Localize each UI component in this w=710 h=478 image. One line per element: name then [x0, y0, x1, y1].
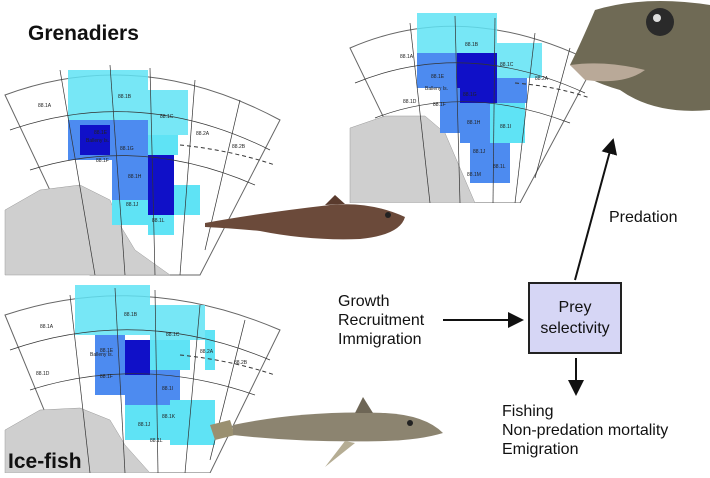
box-line-selectivity: selectivity: [540, 320, 610, 337]
map2-area-88-2b: 88.2B: [234, 360, 248, 366]
map1-area-88-1f: 88.1F: [96, 158, 109, 164]
map3-area-88-1g: 88.1G: [463, 92, 477, 98]
map2-place-balleny: Balleny Is.: [90, 352, 113, 358]
map3-area-88-1c: 88.1C: [500, 62, 514, 68]
map3-place-balleny: Balleny Is.: [425, 86, 448, 92]
map1-area-88-1j: 88.1J: [126, 202, 139, 208]
map3-area-88-2a: 88.2A: [535, 76, 549, 82]
map2-area-88-1i: 88.1I: [162, 386, 173, 392]
output-emigration: Emigration: [502, 441, 579, 458]
map2-area-88-1d: 88.1D: [36, 371, 50, 377]
map2-area-88-1j: 88.1J: [138, 422, 151, 428]
outputs-text-block: Fishing Non-predation mortality Emigrati…: [502, 402, 668, 459]
label-icefish: Ice-fish: [8, 450, 82, 473]
icefish-cells: [75, 285, 215, 445]
map-grenadiers: 88.1A 88.1B 88.1C 88.2A 88.2B 88.1E 88.1…: [0, 50, 290, 280]
map1-area-88-1c: 88.1C: [160, 114, 174, 120]
map2-area-88-1f: 88.1F: [100, 374, 113, 380]
map1-area-88-1h: 88.1H: [128, 174, 142, 180]
map3-area-88-1e: 88.1E: [431, 74, 445, 80]
map1-area-88-2b: 88.2B: [232, 144, 246, 150]
map3-area-88-1j: 88.1J: [473, 149, 486, 155]
map2-area-88-2a: 88.2A: [200, 349, 214, 355]
output-fishing: Fishing: [502, 403, 554, 420]
map3-area-88-1d: 88.1D: [403, 99, 417, 105]
grenadiers-cells: [68, 70, 200, 235]
predator-fish-image: [570, 1, 710, 111]
map1-area-88-1e: 88.1E: [94, 130, 108, 136]
icefish-image: [210, 397, 443, 467]
map-grenadiers-svg: 88.1A 88.1B 88.1C 88.2A 88.2B 88.1E 88.1…: [4, 64, 281, 276]
map2-area-88-1k: 88.1K: [162, 414, 176, 420]
input-immigration: Immigration: [338, 331, 422, 348]
grenadier-fish-image: [205, 195, 405, 240]
map-predator: 88.1A 88.1B 88.1C 88.2A 88.1D 88.1E 88.1…: [345, 8, 605, 204]
map-predator-svg: 88.1A 88.1B 88.1C 88.2A 88.1D 88.1E 88.1…: [349, 13, 596, 204]
map3-area-88-1i: 88.1I: [500, 124, 511, 130]
inputs-text-block: Growth Recruitment Immigration: [338, 292, 424, 349]
map3-area-88-1h: 88.1H: [467, 120, 481, 126]
map2-area-88-1l: 88.1L: [150, 438, 163, 444]
map1-area-88-1l: 88.1L: [152, 218, 165, 224]
map3-area-88-1b: 88.1B: [465, 42, 479, 48]
map1-area-88-1g: 88.1G: [120, 146, 134, 152]
predation-label: Predation: [609, 209, 678, 226]
input-recruitment: Recruitment: [338, 312, 425, 329]
map1-area-88-2a: 88.2A: [196, 131, 210, 137]
map3-area-88-1m: 88.1M: [467, 172, 481, 178]
label-grenadiers: Grenadiers: [28, 22, 139, 45]
prey-selectivity-box: Prey selectivity: [528, 282, 622, 354]
map2-area-88-1a: 88.1A: [40, 324, 54, 330]
map3-area-88-1a: 88.1A: [400, 54, 414, 60]
box-line-prey: Prey: [558, 299, 592, 316]
map1-area-88-1b: 88.1B: [118, 94, 132, 100]
map1-area-88-1a: 88.1A: [38, 103, 52, 109]
input-growth: Growth: [338, 293, 390, 310]
predator-cells: [417, 13, 542, 183]
map2-area-88-1c: 88.1C: [166, 332, 180, 338]
map2-area-88-1b: 88.1B: [124, 312, 138, 318]
output-non-predation-mortality: Non-predation mortality: [502, 422, 669, 439]
map3-area-88-1l: 88.1L: [493, 164, 506, 170]
map2-area-88-1e: 88.1E: [100, 348, 114, 354]
map3-area-88-1f: 88.1F: [433, 102, 446, 108]
map1-place-balleny: Balleny Is.: [86, 138, 109, 144]
